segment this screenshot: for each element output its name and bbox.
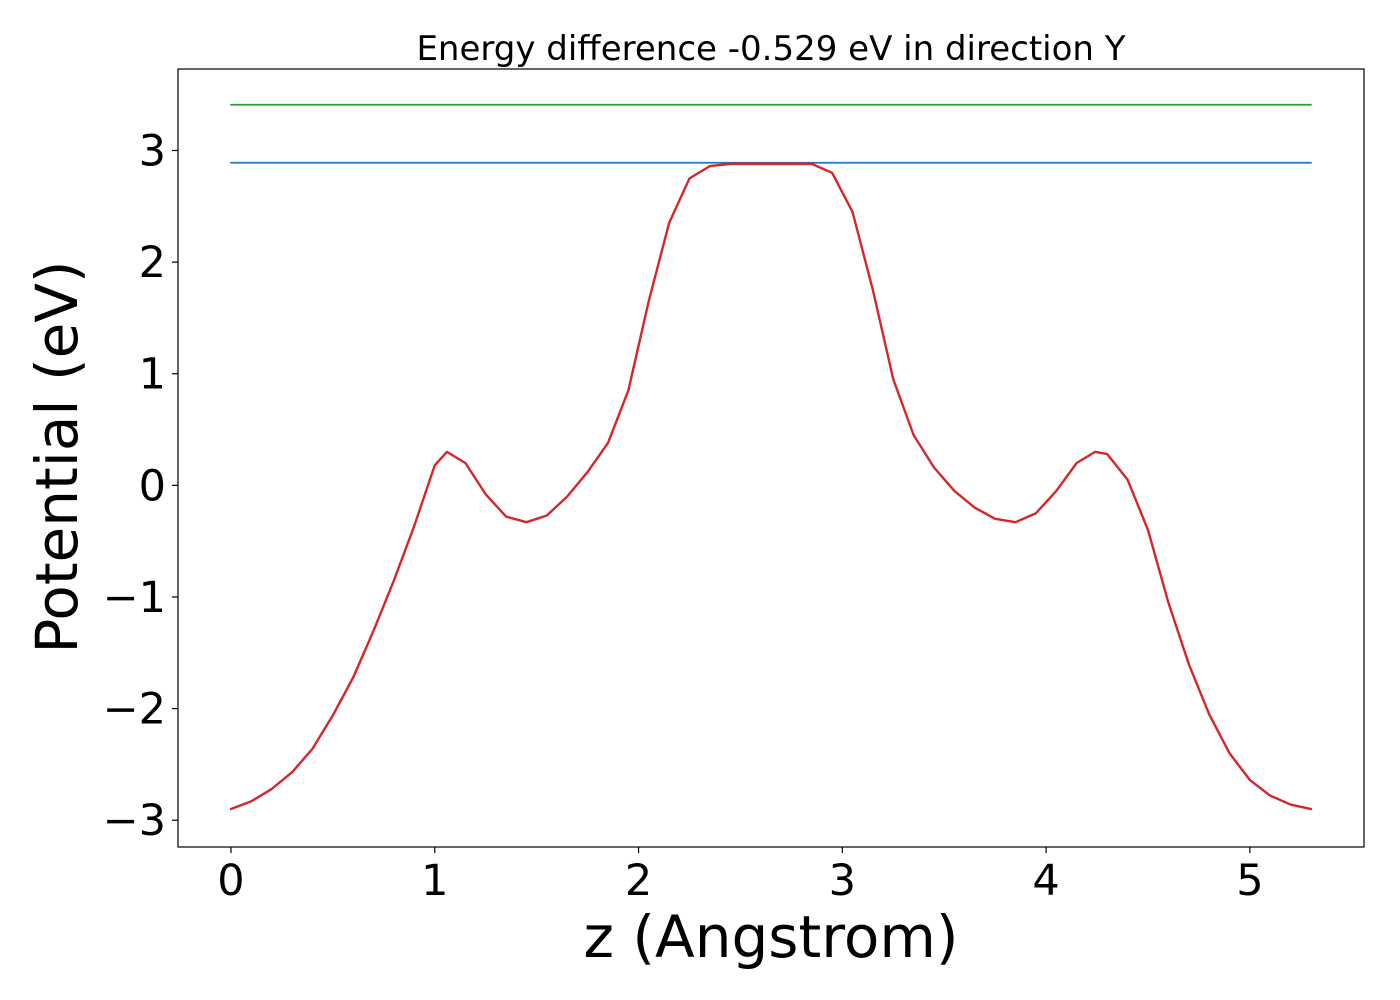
- y-tick-label: 2: [139, 238, 166, 288]
- series-line-red: [229, 162, 1313, 811]
- y-tick-label: −2: [103, 685, 166, 735]
- y-tick-label: −1: [103, 573, 166, 623]
- x-axis-label: z (Angstrom): [584, 903, 959, 971]
- chart-title: Energy difference -0.529 eV in direction…: [416, 29, 1125, 69]
- x-tick-label: 4: [1032, 856, 1059, 906]
- plot-frame: [177, 68, 1365, 848]
- y-axis-label: Potential (eV): [23, 260, 91, 653]
- x-tick-label: 1: [421, 856, 448, 906]
- x-tick-label: 2: [625, 856, 652, 906]
- series-layer: [229, 103, 1313, 811]
- y-tick-label: 3: [139, 126, 166, 176]
- y-tick-label: 0: [139, 461, 166, 511]
- x-tick-label: 3: [829, 856, 856, 906]
- x-tick-label: 5: [1236, 856, 1263, 906]
- x-tick-label: 0: [217, 856, 244, 906]
- y-tick-label: −3: [103, 796, 166, 846]
- ticks-layer: 0 1 2 3 4 5 −3 −2 −1 0 1 2 3: [103, 126, 1264, 906]
- y-tick-label: 1: [139, 350, 166, 400]
